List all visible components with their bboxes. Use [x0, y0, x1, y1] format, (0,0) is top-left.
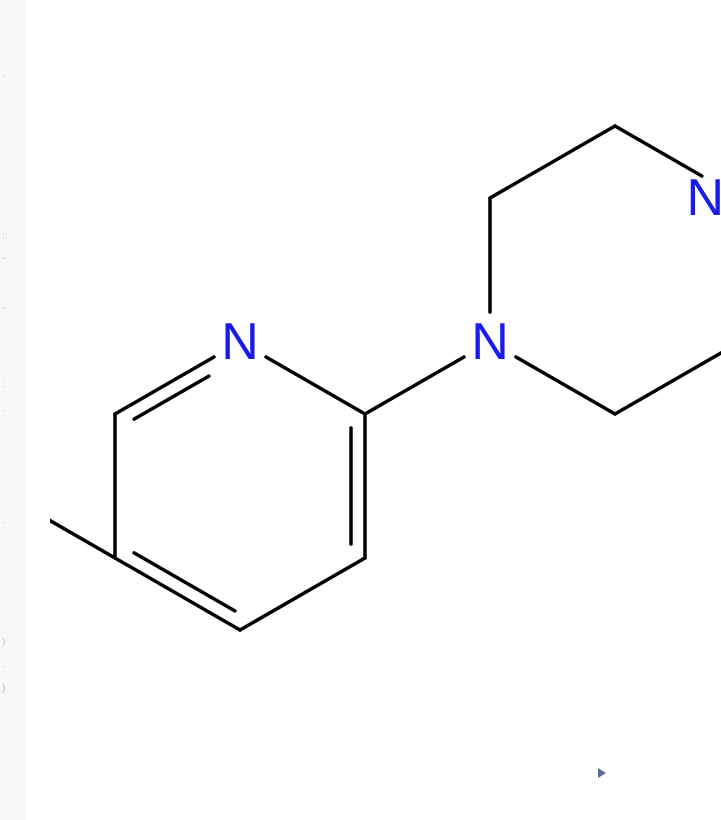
left-gutter: .::--:..).): [0, 0, 26, 820]
gutter-mark: .: [2, 70, 5, 80]
gutter-mark: ): [2, 684, 5, 694]
gutter-mark: -: [2, 254, 5, 264]
gutter-mark: -: [2, 304, 5, 314]
drawing-canvas[interactable]: N N NH: [25, 0, 721, 820]
atom-label-n_pip4: NH: [686, 169, 721, 227]
gutter-mark: ): [2, 638, 5, 648]
atom-label-n1_pip: N: [471, 313, 509, 371]
gutter-mark: :: [2, 380, 5, 390]
atom-label-n1_pyr: N: [221, 313, 259, 371]
play-icon[interactable]: [598, 768, 606, 778]
molecule-structure: N N NH: [50, 0, 721, 820]
gutter-mark: .: [2, 660, 5, 670]
gutter-mark: .: [2, 404, 5, 414]
gutter-mark: ::: [2, 232, 8, 242]
gutter-mark: .: [2, 516, 5, 526]
